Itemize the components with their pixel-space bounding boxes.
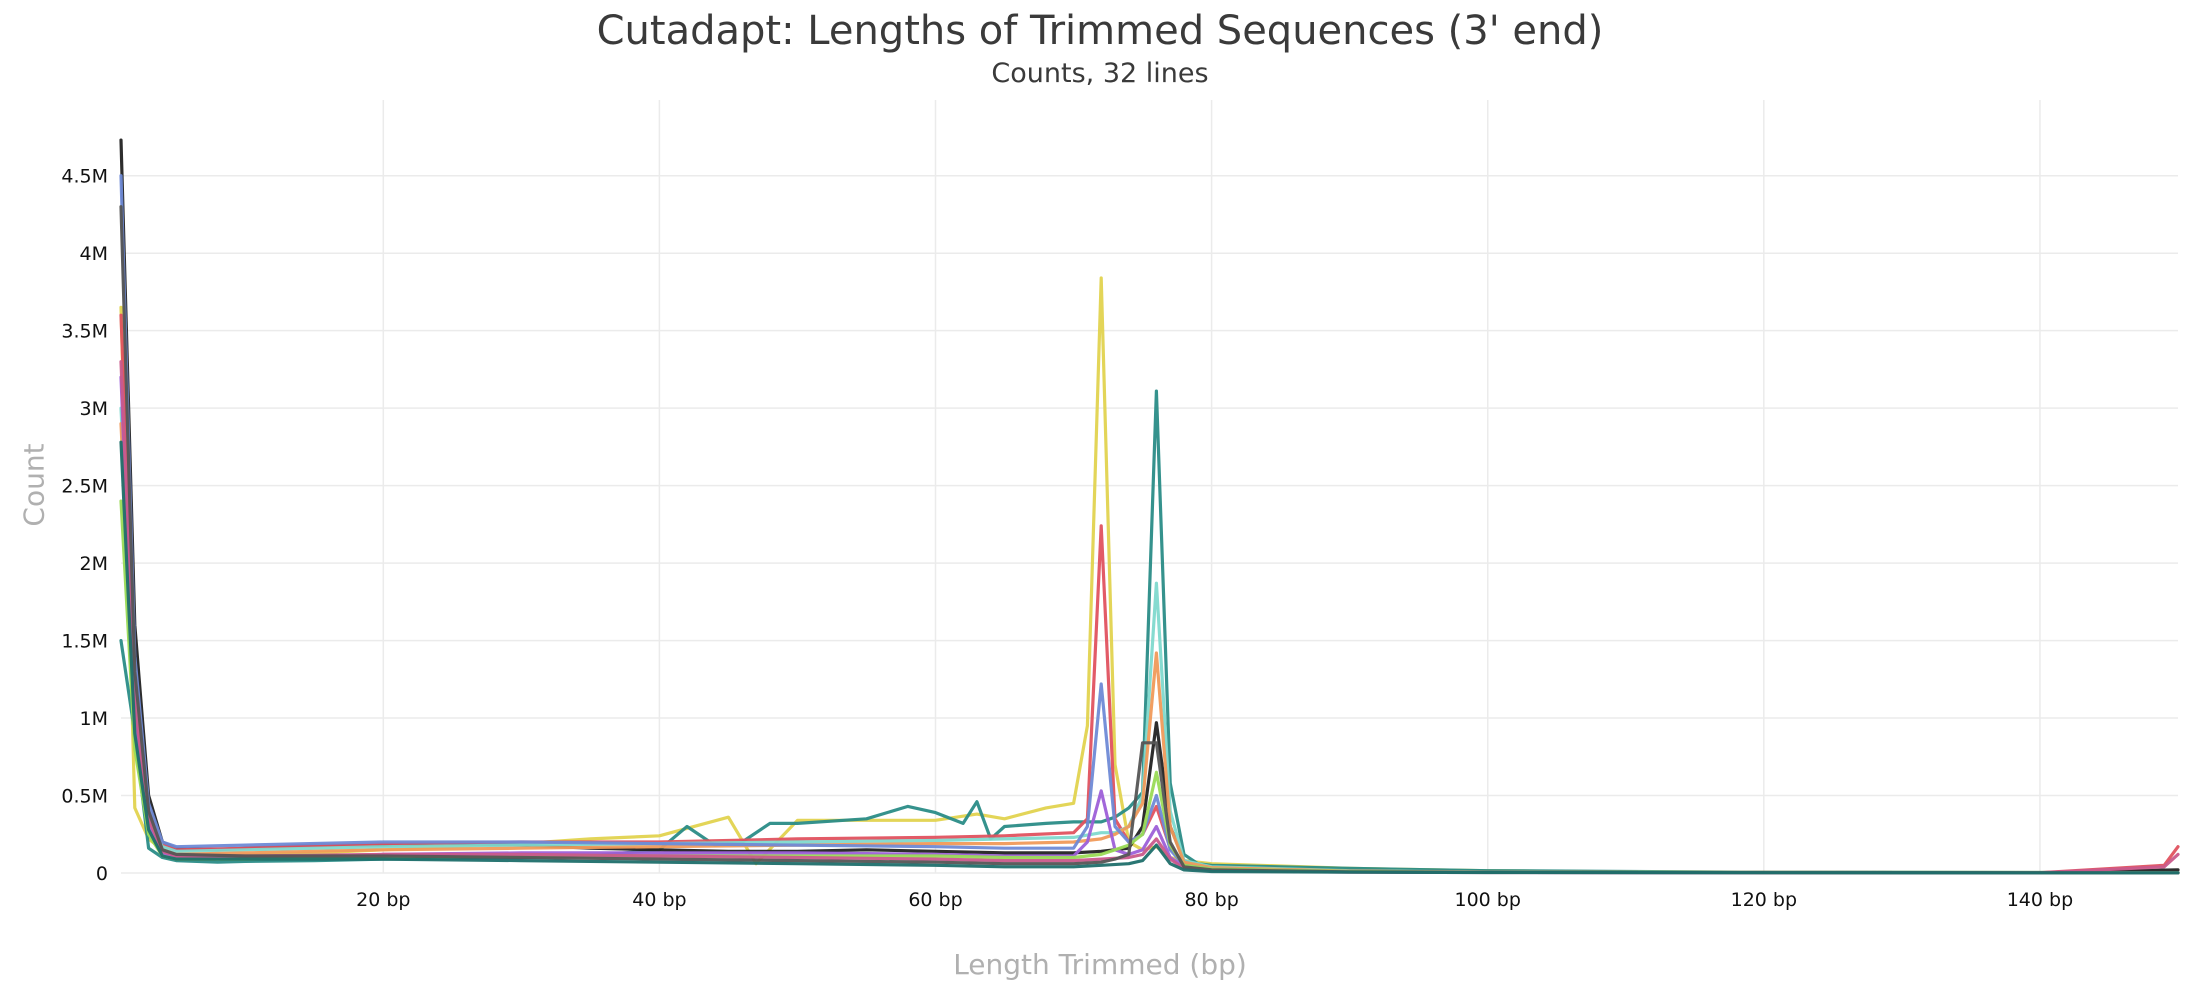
x-tick-label: 20 bp: [356, 889, 410, 911]
y-tick-label: 1.5M: [61, 631, 108, 653]
series-line-3: [119, 138, 2180, 875]
x-tick-label: 120 bp: [1731, 889, 1797, 911]
x-tick-label: 140 bp: [2007, 889, 2073, 911]
x-tick-label: 100 bp: [1455, 889, 1521, 911]
x-tick-label: 60 bp: [908, 889, 962, 911]
y-tick-label: 3M: [80, 398, 108, 420]
series-lines: [119, 138, 2180, 875]
y-tick-label: 3.5M: [61, 321, 108, 343]
x-tick-label: 80 bp: [1184, 889, 1238, 911]
chart-title: Cutadapt: Lengths of Trimmed Sequences (…: [596, 8, 1604, 54]
y-tick-label: 0.5M: [61, 786, 108, 808]
tick-labels: 20 bp 40 bp 60 bp 80 bp 100 bp 120 bp 140 bp 0 0…: [61, 166, 2073, 911]
y-tick-label: 4.5M: [61, 166, 108, 188]
y-tick-label: 2.5M: [61, 476, 108, 498]
series-line-12: [119, 440, 2180, 875]
x-axis-label: Length Trimmed (bp): [953, 948, 1247, 981]
grid-lines: [121, 100, 2178, 874]
x-tick-label: 40 bp: [632, 889, 686, 911]
y-tick-label: 2M: [80, 553, 108, 575]
chart-subtitle: Counts, 32 lines: [991, 58, 1209, 89]
y-tick-label: 1M: [80, 708, 108, 730]
y-tick-label: 0: [96, 863, 108, 885]
y-tick-label: 4M: [80, 243, 108, 265]
